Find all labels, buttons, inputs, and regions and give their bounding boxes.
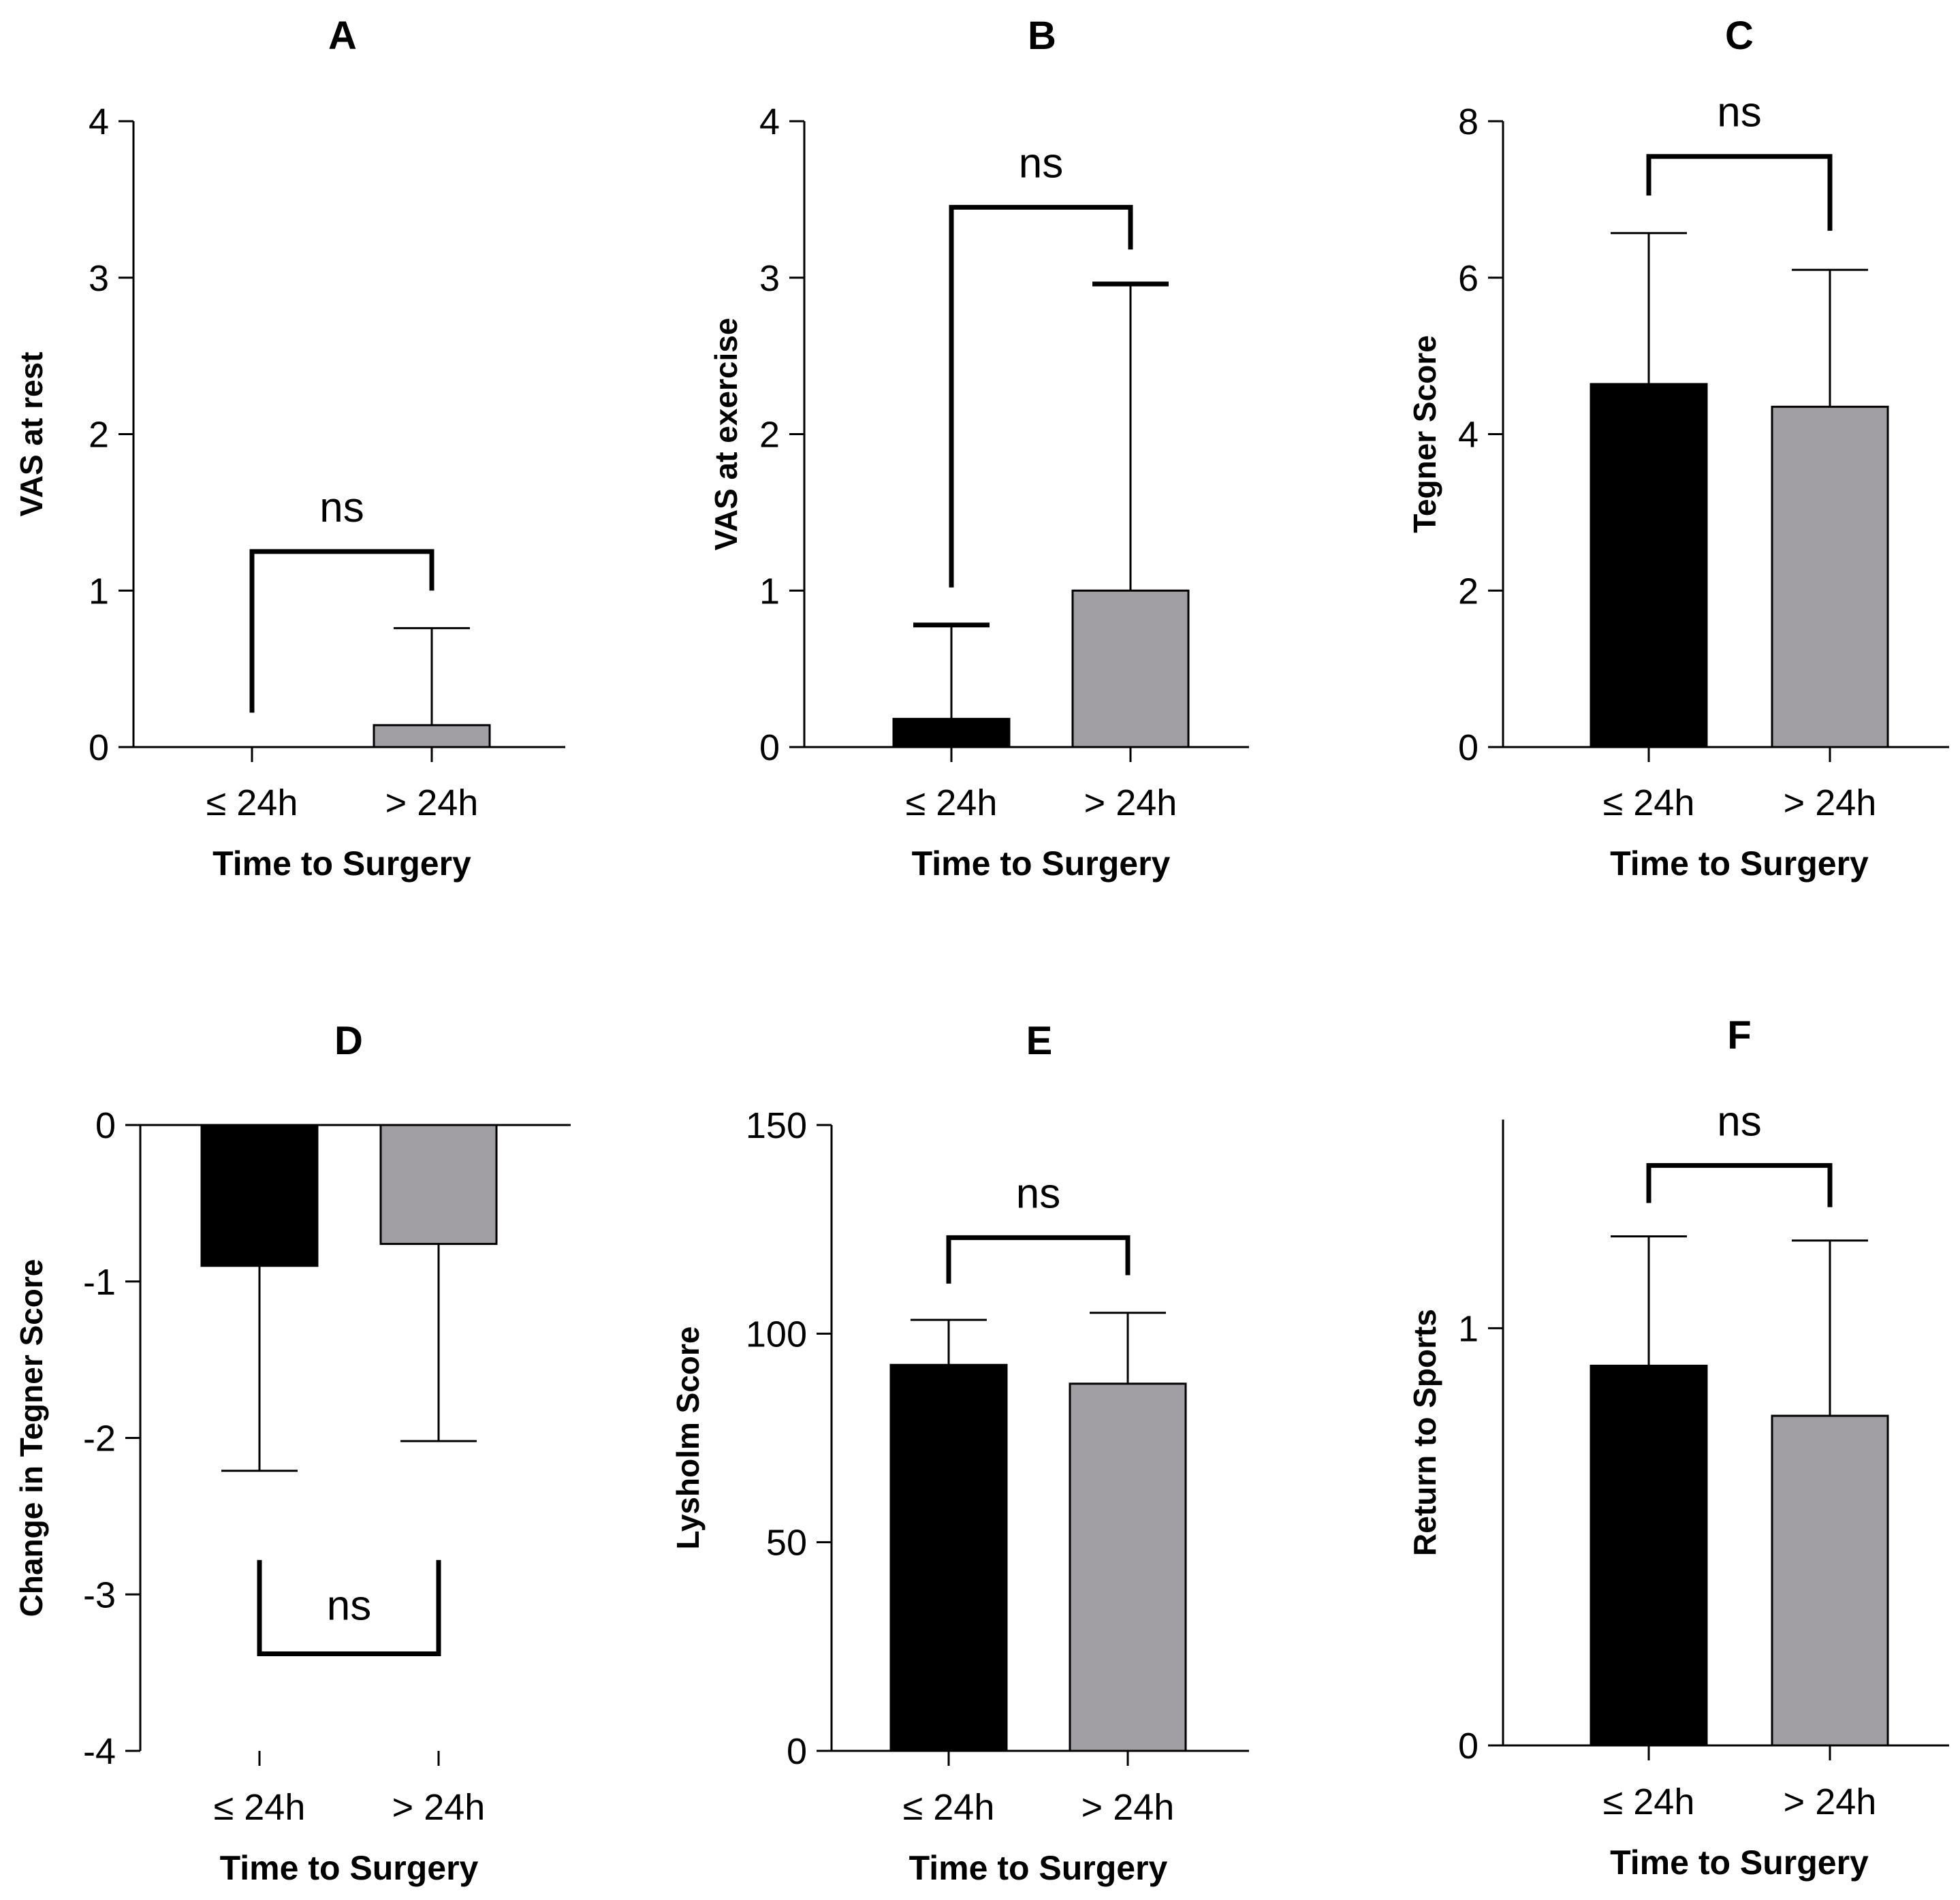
chart-panel-f: F 0 1 ≤ 24h > 24h Time to Surgery Return to Sp… — [1407, 1013, 1949, 1882]
chart-c-significance-bracket — [1646, 154, 1833, 231]
chart-b-y-label: VAS at exercise — [708, 318, 744, 551]
chart-c-y-tick-label: 4 — [1458, 415, 1479, 456]
chart-e-title: E — [1026, 1019, 1053, 1063]
chart-b-y-tick-label: 3 — [759, 258, 780, 299]
chart-e-significance-bracket — [946, 1235, 1131, 1284]
chart-f-category-label: > 24h — [1784, 1782, 1877, 1822]
chart-a-category-label: > 24h — [385, 782, 479, 823]
chart-a-significance-bracket — [249, 549, 434, 713]
chart-a-bar-1 — [373, 724, 491, 748]
chart-c-category-label: > 24h — [1784, 782, 1877, 823]
chart-panel-e: E 0 50 100 150 ≤ 24h > 24h Time to Surgery Lysho… — [670, 1019, 1249, 1887]
chart-a-y-tick-label: 4 — [89, 101, 109, 142]
chart-a-y-tick-label: 0 — [89, 727, 109, 768]
chart-b-title: B — [1028, 14, 1056, 58]
chart-c-category-label: ≤ 24h — [1603, 782, 1695, 823]
chart-panel-d: D -4 -3 -2 -1 0 ≤ 24h > 24h Time to Surgery Chang… — [14, 1019, 571, 1887]
chart-d-bar-0 — [200, 1124, 319, 1267]
chart-d-y-tick-label: -2 — [83, 1419, 116, 1459]
chart-e-y-tick-label: 100 — [746, 1314, 807, 1355]
chart-a-x-label: Time to Surgery — [212, 844, 471, 883]
chart-e-x-label: Time to Surgery — [909, 1849, 1168, 1887]
chart-d-y-label: Change in Tegner Score — [14, 1259, 49, 1617]
chart-b-x-label: Time to Surgery — [912, 844, 1171, 883]
chart-f-y-tick-label: 0 — [1458, 1726, 1479, 1767]
chart-a-y-tick-label: 1 — [89, 571, 109, 612]
chart-b-significance-bracket — [949, 204, 1133, 588]
chart-e-y-tick-label: 150 — [746, 1105, 807, 1146]
chart-f-category-label: ≤ 24h — [1603, 1782, 1695, 1822]
chart-e-bar-1 — [1069, 1382, 1187, 1752]
chart-b-significance-label: ns — [1019, 140, 1063, 187]
chart-f-significance-label: ns — [1717, 1098, 1761, 1145]
chart-e-y-label: Lysholm Score — [670, 1326, 706, 1549]
chart-a-significance-label: ns — [319, 484, 364, 531]
chart-a-title: A — [328, 14, 357, 58]
chart-d-x-label: Time to Surgery — [220, 1849, 479, 1887]
chart-b-bar-0 — [892, 718, 1011, 748]
chart-b-category-label: ≤ 24h — [906, 782, 998, 823]
chart-c-bar-1 — [1771, 405, 1889, 748]
chart-c-bar-0 — [1590, 383, 1708, 748]
chart-c-y-label: Tegner Score — [1407, 335, 1442, 533]
chart-d-title: D — [334, 1019, 363, 1063]
chart-d-category-label: > 24h — [392, 1787, 486, 1828]
chart-d-y-tick-label: -4 — [83, 1731, 116, 1772]
chart-c-y-tick-label: 8 — [1458, 101, 1479, 142]
chart-d-category-label: ≤ 24h — [214, 1787, 306, 1828]
chart-e-y-tick-label: 0 — [787, 1731, 807, 1772]
chart-f-title: F — [1727, 1013, 1751, 1058]
chart-e-y-tick-label: 50 — [766, 1523, 807, 1564]
chart-d-bar-1 — [379, 1124, 498, 1246]
chart-b-y-tick-label: 1 — [759, 571, 780, 612]
chart-d-y-tick-label: -3 — [83, 1574, 116, 1615]
chart-panel-c: C 0 2 4 6 8 ≤ 24h > 24h Time to Surgery Tegner Sc… — [1407, 14, 1949, 883]
chart-d-significance-label: ns — [327, 1583, 371, 1630]
chart-f-significance-bracket — [1646, 1162, 1833, 1207]
chart-c-y-tick-label: 2 — [1458, 571, 1479, 612]
chart-c-significance-label: ns — [1717, 89, 1761, 136]
chart-c-x-label: Time to Surgery — [1610, 844, 1869, 883]
chart-b-y-tick-label: 0 — [759, 727, 780, 768]
chart-d-significance-bracket — [257, 1559, 441, 1657]
chart-c-y-tick-label: 6 — [1458, 258, 1479, 299]
chart-a-y-tick-label: 3 — [89, 258, 109, 299]
chart-a-y-tick-label: 2 — [89, 415, 109, 456]
chart-e-significance-label: ns — [1016, 1170, 1060, 1217]
chart-b-category-label: > 24h — [1084, 782, 1177, 823]
chart-panel-a: A 0 1 2 3 4 ≤ 24h > 24h Time to Surgery VAS at re… — [14, 14, 565, 883]
chart-e-bar-0 — [889, 1363, 1008, 1752]
chart-b-y-tick-label: 2 — [759, 415, 780, 456]
chart-f-x-label: Time to Surgery — [1610, 1843, 1869, 1882]
chart-f-y-tick-label: 1 — [1458, 1308, 1479, 1349]
chart-b-bar-1 — [1071, 589, 1190, 748]
chart-f-bar-0 — [1590, 1364, 1708, 1747]
chart-b-y-tick-label: 4 — [759, 101, 780, 142]
chart-a-y-label: VAS at rest — [14, 351, 49, 516]
chart-panel-b: B 0 1 2 3 4 ≤ 24h > 24h Time to Surgery VAS at ex… — [708, 14, 1249, 883]
chart-d-y-tick-label: 0 — [95, 1105, 116, 1146]
chart-f-bar-1 — [1771, 1414, 1889, 1747]
chart-e-category-label: ≤ 24h — [903, 1787, 995, 1828]
chart-c-y-tick-label: 0 — [1458, 727, 1479, 768]
chart-f-y-label: Return to Sports — [1407, 1309, 1442, 1556]
chart-d-y-tick-label: -1 — [83, 1262, 116, 1303]
chart-a-category-label: ≤ 24h — [206, 782, 298, 823]
chart-c-title: C — [1725, 14, 1754, 58]
chart-e-category-label: > 24h — [1081, 1787, 1175, 1828]
